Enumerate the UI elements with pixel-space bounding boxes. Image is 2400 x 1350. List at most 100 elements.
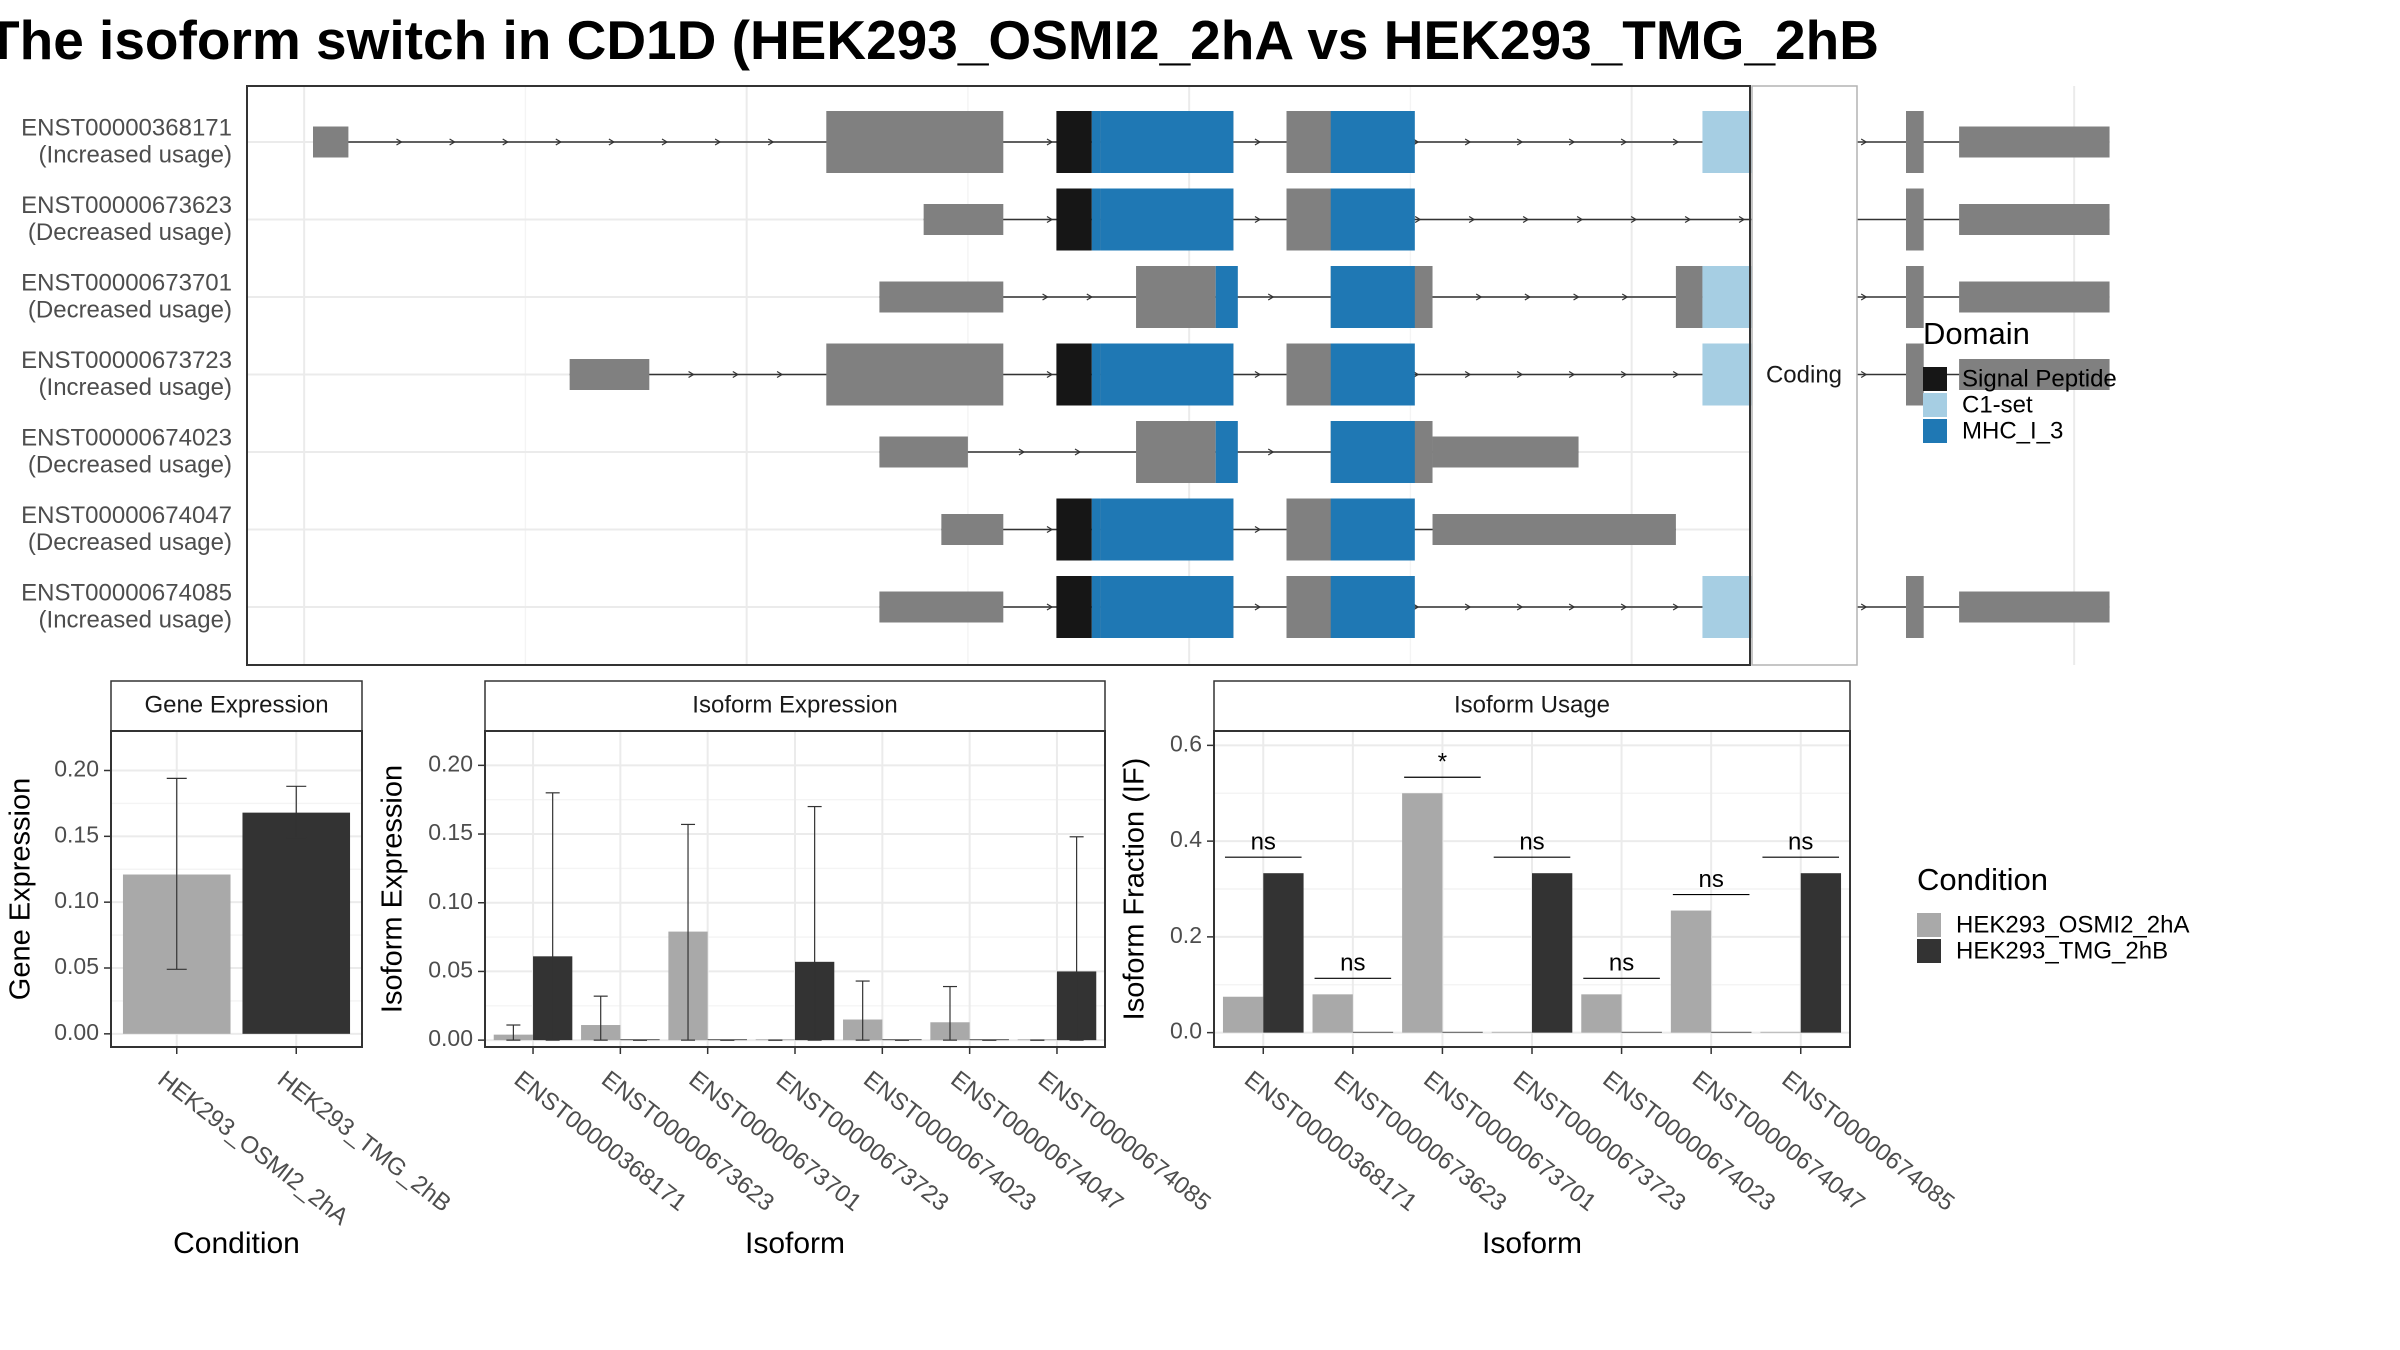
- y-axis-title: Isoform Expression: [377, 765, 409, 1013]
- domain-mhc-i-3: [1091, 343, 1101, 406]
- facet-strip-label: Gene Expression: [144, 691, 328, 718]
- domain-signal-peptide: [1056, 111, 1092, 173]
- intron-arrow: [1516, 370, 1524, 379]
- intron-arrow: [1046, 215, 1054, 224]
- intron-arrow: [1046, 603, 1054, 611]
- intron-arrow: [1414, 215, 1422, 224]
- intron-arrow: [661, 138, 669, 146]
- bar: [1222, 996, 1264, 1033]
- intron-arrow: [1254, 138, 1262, 146]
- transcript-id-label: ENST00000673623: [21, 192, 232, 219]
- isoform-expression-panel: Isoform Expression0.000.050.100.150.20EN…: [377, 680, 1216, 1260]
- intron-arrow: [688, 370, 695, 379]
- y-tick-label: 0.00: [428, 1025, 473, 1051]
- transcript-usage-label: (Decreased usage): [28, 529, 232, 556]
- transcript-usage-label: (Increased usage): [39, 141, 232, 168]
- domain-mhc-i-3: [1100, 343, 1234, 406]
- panel-border: [1213, 730, 1851, 1048]
- chart-title: The isoform switch in CD1D (HEK293_OSMI2…: [0, 9, 1879, 71]
- intron-arrow: [1738, 215, 1746, 224]
- domain-legend-title: Domain: [1923, 316, 2030, 351]
- x-axis-title: Isoform: [745, 1227, 845, 1260]
- intron-arrow: [502, 138, 509, 146]
- intron-arrow: [1464, 138, 1472, 146]
- y-tick-label: 0.0: [1170, 1018, 1202, 1044]
- domain-legend-key: [1923, 367, 1947, 391]
- transcript-id-label: ENST00000674047: [21, 502, 232, 529]
- intron-arrow: [1568, 603, 1576, 611]
- isoform-usage-panel: Isoform Usage0.00.20.40.6ENST00000368171…: [1119, 680, 1959, 1260]
- intron-arrow: [732, 370, 739, 379]
- facet-strip-label: Isoform Expression: [692, 691, 897, 718]
- intron-arrow: [1468, 215, 1476, 224]
- y-tick-label: 0.05: [54, 953, 99, 979]
- y-tick-label: 0.15: [54, 821, 99, 847]
- significance-label: ns: [1698, 866, 1723, 893]
- significance-label: ns: [1788, 829, 1813, 856]
- exon-block: [923, 204, 1004, 235]
- y-tick-label: 0.20: [428, 750, 473, 776]
- intron-arrow: [767, 138, 775, 146]
- y-tick-label: 0.00: [54, 1019, 99, 1045]
- exon-block: [879, 591, 1004, 623]
- bar: [1491, 1031, 1532, 1033]
- intron-arrow: [449, 138, 456, 146]
- significance-label: *: [1438, 749, 1447, 776]
- bar: [1352, 1031, 1394, 1033]
- bar: [1711, 1031, 1752, 1033]
- intron-arrow: [1464, 603, 1472, 611]
- intron-arrow: [1860, 293, 1868, 301]
- bar: [242, 812, 351, 1034]
- significance-label: ns: [1340, 950, 1365, 977]
- bar: [1402, 793, 1443, 1033]
- intron-arrow: [1254, 370, 1262, 379]
- exon-block: [313, 126, 349, 158]
- intron-arrow: [1860, 370, 1868, 379]
- y-tick-label: 0.4: [1170, 826, 1202, 852]
- intron-arrow: [1620, 138, 1628, 146]
- intron-arrow: [1074, 448, 1082, 456]
- significance-label: ns: [1519, 829, 1544, 856]
- exon-block: [1959, 126, 2110, 158]
- bar: [1621, 1031, 1662, 1033]
- exon-block: [1675, 266, 1703, 328]
- panel-border: [110, 730, 363, 1048]
- transcript-usage-label: (Decreased usage): [28, 451, 232, 478]
- domain-legend-key: [1923, 419, 1947, 443]
- intron-arrow: [1573, 293, 1580, 301]
- intron-arrow: [1046, 138, 1054, 146]
- exon-block: [826, 111, 1004, 173]
- condition-legend-key: [1917, 939, 1941, 963]
- intron-arrow: [1254, 525, 1262, 534]
- intron-arrow: [608, 138, 616, 146]
- domain-mhc-i-3: [1330, 111, 1415, 173]
- domain-signal-peptide: [1056, 498, 1092, 561]
- intron-arrow: [1464, 370, 1472, 379]
- intron-arrow: [1522, 215, 1530, 224]
- x-axis-title: Condition: [173, 1227, 300, 1260]
- exon-block: [1136, 266, 1216, 328]
- transcript-id-label: ENST00000673701: [21, 269, 232, 296]
- bar: [1760, 1031, 1801, 1033]
- significance-label: ns: [1251, 829, 1276, 856]
- domain-legend-label: Signal Peptide: [1962, 365, 2117, 392]
- domain-mhc-i-3: [1330, 188, 1415, 251]
- exon-block: [1432, 514, 1676, 545]
- bar: [1581, 994, 1622, 1033]
- y-tick-label: 0.10: [428, 888, 473, 914]
- y-tick-label: 0.20: [54, 756, 99, 782]
- transcript-usage-label: (Increased usage): [39, 374, 232, 401]
- panel-border: [246, 85, 1751, 666]
- exon-block: [569, 359, 650, 390]
- intron-arrow: [1568, 370, 1576, 379]
- exon-block: [1959, 281, 2110, 313]
- intron-arrow: [1254, 215, 1262, 224]
- transcript-structure-panel: ENST00000368171(Increased usage)ENST0000…: [21, 85, 2110, 666]
- condition-legend-title: Condition: [1917, 862, 2048, 897]
- exon-block: [1906, 343, 1924, 406]
- domain-mhc-i-3: [1091, 498, 1101, 561]
- transcript-id-label: ENST00000674085: [21, 579, 232, 606]
- intron-arrow: [1516, 603, 1524, 611]
- transcript-usage-label: (Decreased usage): [28, 219, 232, 246]
